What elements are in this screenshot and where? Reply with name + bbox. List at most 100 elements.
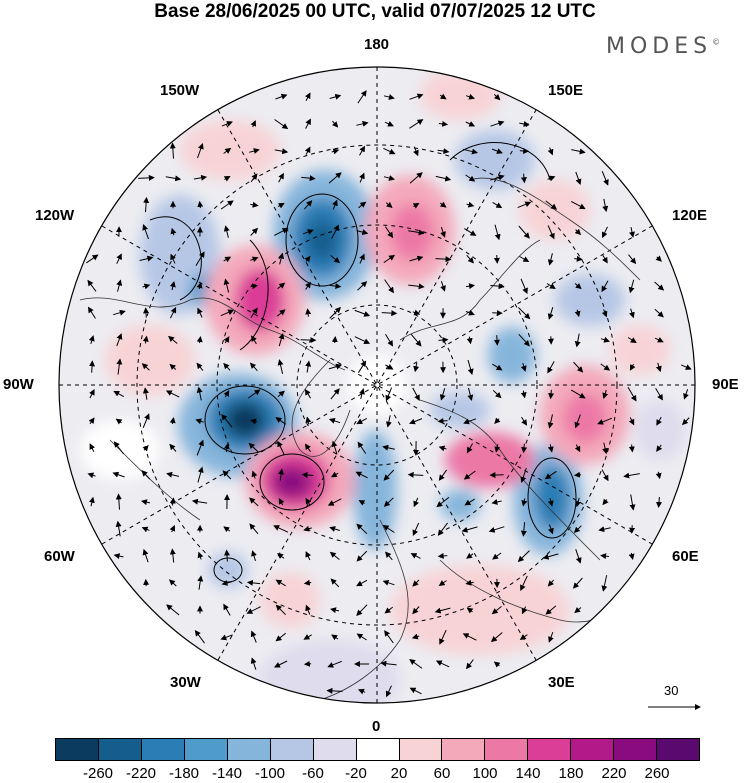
wind-arrow	[89, 360, 96, 373]
wind-arrow	[246, 606, 261, 614]
wind-arrow	[493, 255, 500, 264]
map-disc	[59, 67, 695, 703]
legend-tick-label: 260	[644, 765, 670, 782]
wind-arrow	[411, 633, 420, 640]
wind-arrow	[437, 552, 448, 559]
wind-arrow	[548, 632, 554, 643]
wind-arrow	[656, 416, 662, 426]
wind-arrow	[112, 471, 125, 478]
wind-arrow	[439, 629, 447, 645]
legend-swatch	[485, 739, 529, 760]
wind-arrow	[655, 388, 663, 401]
wind-arrow	[88, 417, 95, 425]
wind-arrow	[408, 283, 425, 290]
wind-arrow	[278, 498, 285, 506]
wind-arrow	[655, 471, 662, 480]
wind-arrow	[165, 175, 182, 182]
wind-arrow	[141, 363, 150, 371]
wind-arrow	[542, 553, 559, 560]
wind-arrow	[602, 442, 609, 455]
map-boundary	[58, 66, 696, 704]
wind-arrow	[249, 497, 259, 507]
wind-arrow	[142, 387, 149, 400]
wind-arrow	[520, 173, 527, 184]
wind-arrow	[438, 120, 449, 127]
wind-arrow	[275, 93, 288, 100]
wind-arrow	[191, 498, 208, 505]
wind-arrow	[547, 253, 554, 266]
wind-arrow	[303, 579, 312, 586]
wind-arrow	[412, 606, 420, 615]
wind-arrow	[329, 526, 340, 532]
wind-arrow	[602, 255, 608, 264]
wind-arrow	[574, 414, 581, 429]
wind-arrow	[86, 254, 99, 264]
wind-arrow	[383, 175, 395, 181]
wind-arrow	[116, 358, 123, 375]
wind-arrow	[278, 172, 284, 183]
wind-arrow	[275, 632, 287, 642]
wind-arrow	[491, 148, 503, 154]
wind-arrow	[438, 580, 447, 586]
wind-arrow	[465, 283, 475, 290]
wind-arrow	[465, 93, 475, 100]
wind-arrow	[600, 363, 611, 371]
wind-arrow	[493, 93, 501, 101]
lon-label-30e: 30E	[548, 674, 575, 691]
wind-arrow	[410, 553, 421, 559]
wind-arrow	[196, 362, 204, 371]
wind-arrow	[492, 390, 502, 399]
wind-arrow	[629, 363, 636, 371]
wind-arrow	[628, 254, 637, 265]
wind-arrow	[463, 418, 477, 425]
legend-swatch	[399, 739, 443, 760]
wind-arrow	[169, 363, 177, 371]
wind-arrow	[329, 551, 340, 560]
wind-arrow	[301, 175, 316, 182]
wind-arrow	[383, 469, 395, 481]
wind-arrow	[521, 498, 528, 507]
wind-arrow	[304, 255, 311, 263]
wind-arrow	[332, 120, 339, 128]
wind-arrow	[329, 283, 342, 290]
wind-arrow	[574, 282, 582, 290]
wind-arrow	[494, 224, 501, 241]
wind-arrow	[276, 309, 286, 317]
wind-arrow	[519, 121, 530, 127]
wind-arrow	[356, 550, 368, 562]
wind-arrow	[628, 308, 635, 319]
wind-arrow	[409, 255, 424, 262]
wind-arrow	[547, 498, 554, 507]
wind-arrow	[601, 309, 608, 318]
wind-arrow	[655, 255, 662, 262]
wind-arrow	[305, 118, 311, 129]
wind-arrow	[628, 417, 635, 426]
wind-arrow	[467, 359, 474, 375]
wind-arrow	[330, 578, 340, 588]
wind-arrow	[598, 526, 611, 533]
wind-arrow	[520, 575, 528, 592]
wind-arrow	[142, 224, 149, 240]
wind-arrow	[519, 634, 528, 640]
wind-arrow	[574, 471, 582, 478]
wind-arrow	[326, 687, 343, 694]
wind-arrow	[384, 606, 394, 614]
wind-arrow	[462, 633, 477, 641]
wind-arrow	[359, 253, 365, 264]
wind-arrow	[574, 333, 581, 348]
wind-arrow	[250, 657, 257, 670]
wind-arrow	[547, 444, 554, 453]
wind-arrow	[574, 255, 583, 262]
wind-arrow	[278, 332, 285, 347]
wind-arrow	[437, 417, 448, 424]
lon-label-90w: 90W	[3, 376, 34, 393]
wind-arrow	[195, 418, 204, 425]
legend-tick-label: 20	[390, 765, 408, 782]
wind-arrow	[518, 333, 530, 347]
wind-arrow	[330, 471, 339, 478]
wind-arrow	[490, 632, 503, 643]
wind-arrow	[220, 200, 234, 210]
wind-arrow	[518, 225, 530, 239]
wind-arrow	[438, 337, 449, 344]
wind-arrow	[383, 94, 395, 100]
